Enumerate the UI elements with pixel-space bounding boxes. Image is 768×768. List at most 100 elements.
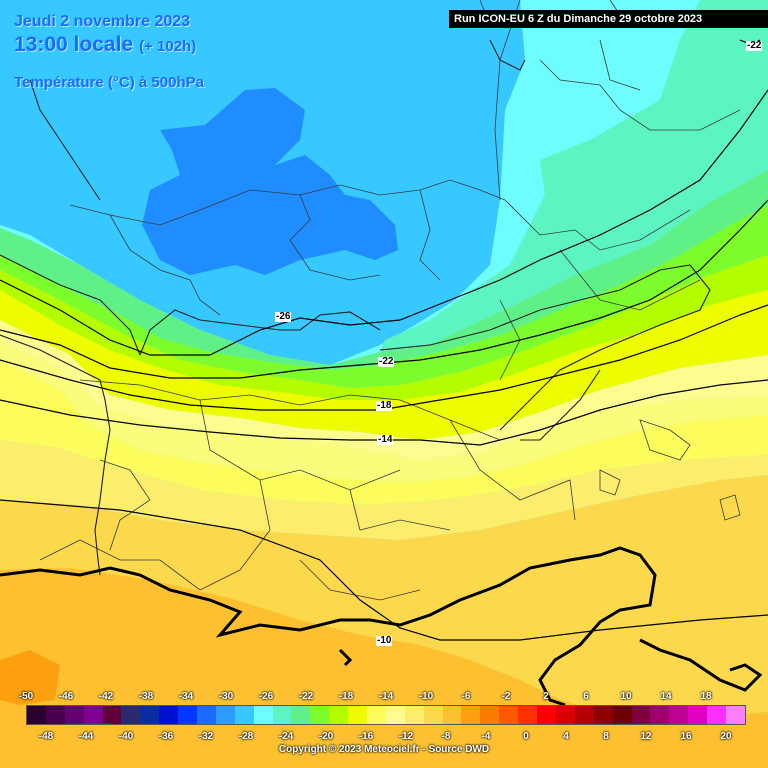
legend-tick-label: -14 <box>378 691 394 702</box>
isotherm-label: -10 <box>376 635 393 646</box>
band-bright-green <box>0 205 768 388</box>
band-light-yellow <box>0 340 768 482</box>
parameter-title: Température (°C) à 500hPa <box>14 74 204 91</box>
legend-tick-label: -36 <box>158 731 174 742</box>
color-swatch <box>253 706 273 724</box>
legend-tick-label: 4 <box>563 731 569 742</box>
color-swatch <box>140 706 160 724</box>
legend-tick-label: 12 <box>640 731 652 742</box>
legend-tick-label: 18 <box>700 691 712 702</box>
legend-tick-label: -50 <box>18 691 34 702</box>
color-swatch <box>650 706 670 724</box>
color-swatch <box>121 706 141 724</box>
legend-tick-label: -22 <box>298 691 314 702</box>
color-swatch <box>442 706 462 724</box>
color-swatch <box>555 706 575 724</box>
color-swatch <box>234 706 254 724</box>
legend-tick-label: -20 <box>318 731 334 742</box>
band-yellow-2 <box>0 360 768 505</box>
color-swatch <box>688 706 708 724</box>
legend-tick-label: 0 <box>523 731 529 742</box>
color-swatch <box>83 706 103 724</box>
color-swatch <box>215 706 235 724</box>
band-yellow <box>0 290 768 440</box>
legend-tick-label: -18 <box>338 691 354 702</box>
legend-tick-label: -46 <box>58 691 74 702</box>
legend-tick-label: 2 <box>543 691 549 702</box>
color-swatch <box>725 706 745 724</box>
color-swatch <box>385 706 405 724</box>
color-swatch <box>537 706 556 724</box>
lead-time: (+ 102h) <box>139 38 197 55</box>
color-swatch <box>64 706 84 724</box>
legend-tick-label: 14 <box>660 691 672 702</box>
legend-tick-label: -32 <box>198 731 214 742</box>
forecast-time: 13:00 locale (+ 102h) <box>14 33 196 57</box>
color-scale <box>26 705 746 725</box>
color-swatch <box>631 706 651 724</box>
band-cyan-green <box>380 0 768 352</box>
color-swatch <box>27 706 46 724</box>
color-swatch <box>329 706 349 724</box>
color-swatch <box>669 706 689 724</box>
legend-tick-label: 20 <box>720 731 732 742</box>
band-yellow-green <box>0 255 768 400</box>
color-swatch <box>518 706 538 724</box>
band-pale-yellow <box>0 320 768 460</box>
color-swatch <box>291 706 311 724</box>
isotherm-label: -22 <box>746 40 763 51</box>
isotherm-label: -18 <box>376 400 393 411</box>
color-swatch <box>272 706 292 724</box>
legend-tick-label: -2 <box>501 691 511 702</box>
legend-tick-label: -40 <box>118 731 134 742</box>
run-banner: Run ICON-EU 6 Z du Dimanche 29 octobre 2… <box>449 10 768 28</box>
legend-tick-label: -4 <box>481 731 491 742</box>
color-swatch <box>310 706 330 724</box>
forecast-time-value: 13:00 locale <box>14 33 134 56</box>
reference-coast <box>0 546 763 707</box>
color-swatch <box>102 706 122 724</box>
band-green <box>0 170 768 370</box>
color-swatch <box>404 706 424 724</box>
legend-tick-label: -30 <box>218 691 234 702</box>
legend-tick-label: -24 <box>278 731 294 742</box>
legend-tick-label: 10 <box>620 691 632 702</box>
legend-tick-label: -38 <box>138 691 154 702</box>
color-swatch <box>45 706 65 724</box>
legend-top-ticks: -50 -46 -42 -38 -34 -30 -26 -22 -18 -14 -10 -6 -2 2 6 1… <box>0 690 768 704</box>
legend-tick-label: -28 <box>238 731 254 742</box>
color-swatch <box>461 706 481 724</box>
band-blue <box>142 88 398 275</box>
legend-tick-label: 6 <box>583 691 589 702</box>
color-swatch <box>574 706 594 724</box>
legend-tick-label: -10 <box>418 691 434 702</box>
legend-tick-label: -26 <box>258 691 274 702</box>
copyright-notice: Copyright © 2023 Meteociel.fr - Source D… <box>278 744 490 755</box>
color-swatch <box>480 706 500 724</box>
coastlines <box>0 39 711 576</box>
forecast-date: Jeudi 2 novembre 2023 <box>14 13 191 30</box>
color-swatch <box>612 706 632 724</box>
legend-tick-label: -6 <box>461 691 471 702</box>
legend-tick-label: -34 <box>178 691 194 702</box>
band-sand <box>0 440 768 540</box>
color-swatch <box>423 706 443 724</box>
color-swatch <box>197 706 216 724</box>
legend-tick-label: -48 <box>38 731 54 742</box>
isotherm-label: -26 <box>275 311 292 322</box>
color-swatch <box>499 706 519 724</box>
legend-tick-label: 8 <box>603 731 609 742</box>
legend-tick-label: -44 <box>78 731 94 742</box>
isotherm-label: -14 <box>377 434 394 445</box>
legend-tick-label: -8 <box>441 731 451 742</box>
color-swatch <box>593 706 613 724</box>
legend-tick-label: 16 <box>680 731 692 742</box>
isotherm-label: -22 <box>378 356 395 367</box>
legend-tick-label: -16 <box>358 731 374 742</box>
legend-tick-label: -42 <box>98 691 114 702</box>
color-swatch <box>159 706 179 724</box>
legend-bottom-ticks: -48 -44 -40 -36 -32 -28 -24 -20 -16 -12 -8 -4 0 4 8 12 1… <box>0 730 768 744</box>
color-swatch <box>367 706 386 724</box>
